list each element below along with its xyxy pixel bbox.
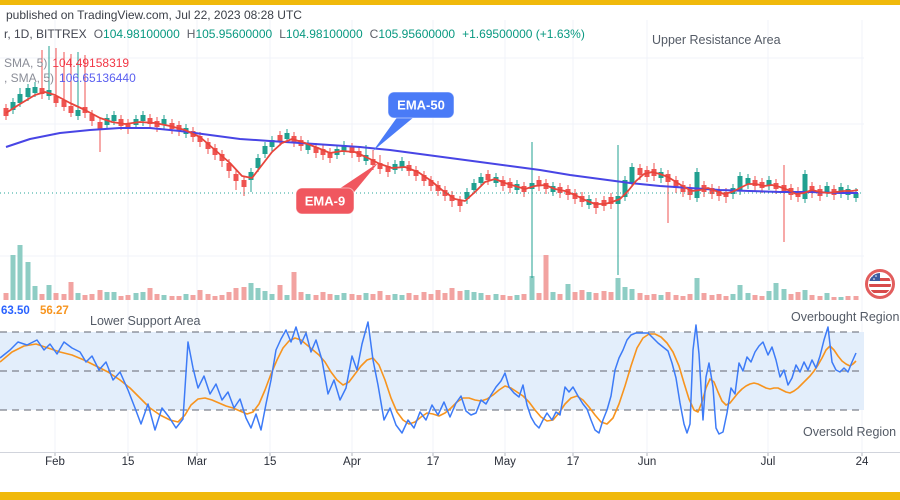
top-accent-bar [0, 0, 900, 5]
symbol-ohlc-line: r, 1D, BITTREX O104.98100000 H105.95600000… [4, 27, 585, 41]
ema50-label: EMA-50 [397, 98, 445, 113]
change-value: +1.69500000 (+1.63%) [462, 27, 585, 41]
time-axis-label: 17 [426, 456, 440, 468]
low-label: L [279, 27, 286, 41]
upper-resistance-label: Upper Resistance Area [652, 33, 781, 47]
time-axis-label: 15 [263, 456, 277, 468]
high-label: H [186, 27, 196, 41]
time-axis-label: Jun [637, 456, 657, 468]
sma1-value: 104.49158319 [52, 56, 130, 70]
symbol-prefix: r, 1D, BITTREX [4, 27, 87, 41]
sma2-value: 106.65136440 [59, 71, 136, 85]
low-value: 104.98100000 [285, 27, 363, 41]
coin-logo-icon [865, 269, 895, 299]
ema50-callout: EMA-50 [373, 91, 455, 151]
sma2-row: , SMA, 5) 106.65136440 [4, 71, 136, 85]
open-label: O [93, 27, 104, 41]
time-axis-label: 17 [566, 456, 580, 468]
time-axis-label: May [494, 456, 516, 468]
overbought-region-label: Overbought Region [791, 310, 900, 324]
close-label: C [369, 27, 379, 41]
time-axis-separator [0, 452, 900, 453]
time-axis-label: 15 [121, 456, 135, 468]
sma1-row: SMA, 5) 104.49158319 [4, 56, 129, 70]
time-axis-label: Feb [45, 456, 65, 468]
open-value: 104.98100000 [103, 27, 180, 41]
ema9-callout: EMA-9 [295, 163, 378, 215]
stoch-k-value: 63.50 [1, 305, 30, 317]
time-axis-label: Mar [187, 456, 207, 468]
time-axis-label: Apr [343, 456, 361, 468]
bottom-accent-bar [0, 492, 900, 500]
sma2-label: , SMA, 5) [4, 71, 55, 85]
high-value: 105.95600000 [195, 27, 273, 41]
oversold-region-label: Oversold Region [803, 425, 897, 439]
ema9-label: EMA-9 [305, 194, 345, 209]
publish-line: published on TradingView.com, Jul 22, 20… [6, 8, 302, 22]
sma1-label: SMA, 5) [4, 56, 48, 70]
close-value: 105.95600000 [378, 27, 456, 41]
stoch-d-value: 56.27 [40, 305, 69, 317]
time-axis-label: 24 [855, 456, 869, 468]
lower-support-label: Lower Support Area [90, 314, 201, 328]
time-axis-label: Jul [760, 456, 776, 468]
